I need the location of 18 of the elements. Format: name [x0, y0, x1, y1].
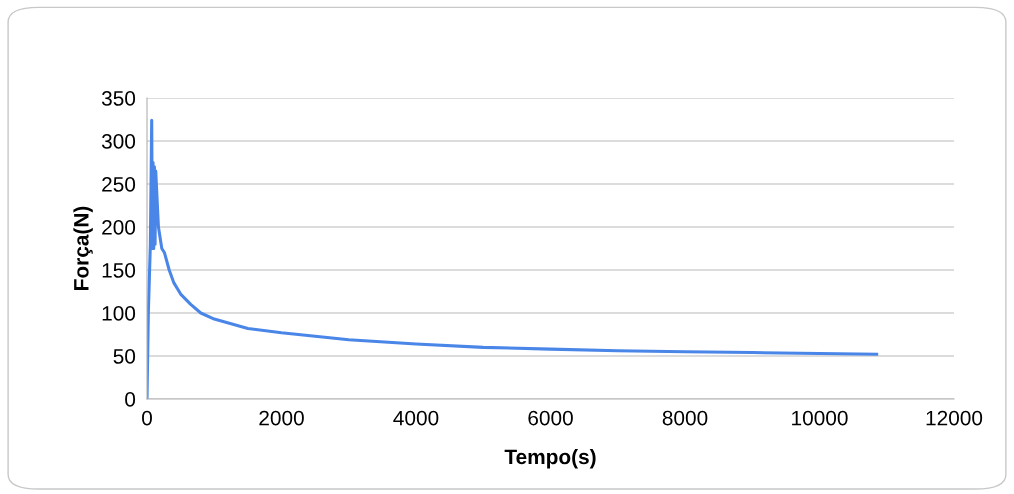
- x-axis-title: Tempo(s): [504, 448, 596, 469]
- y-tick-label: 200: [102, 220, 136, 235]
- x-tick-label: 10000: [792, 410, 848, 426]
- line-series: [147, 118, 879, 399]
- y-tick-label: 0: [125, 392, 136, 407]
- y-tick-label: 150: [102, 263, 136, 278]
- y-tick-label: 250: [102, 177, 136, 192]
- x-tick-label: 6000: [528, 410, 573, 426]
- x-tick-label: 12000: [926, 410, 983, 426]
- x-tick-label: 8000: [662, 410, 708, 426]
- y-tick-label: 350: [101, 91, 136, 106]
- x-tick-label: 0: [142, 410, 152, 426]
- x-tick-label: 4000: [393, 410, 439, 426]
- y-axis-title: Força(N): [73, 206, 93, 290]
- y-tick-label: 50: [113, 349, 136, 364]
- x-tick-label: 2000: [259, 410, 304, 426]
- y-tick-label: 100: [102, 306, 136, 321]
- y-tick-label: 300: [101, 134, 136, 149]
